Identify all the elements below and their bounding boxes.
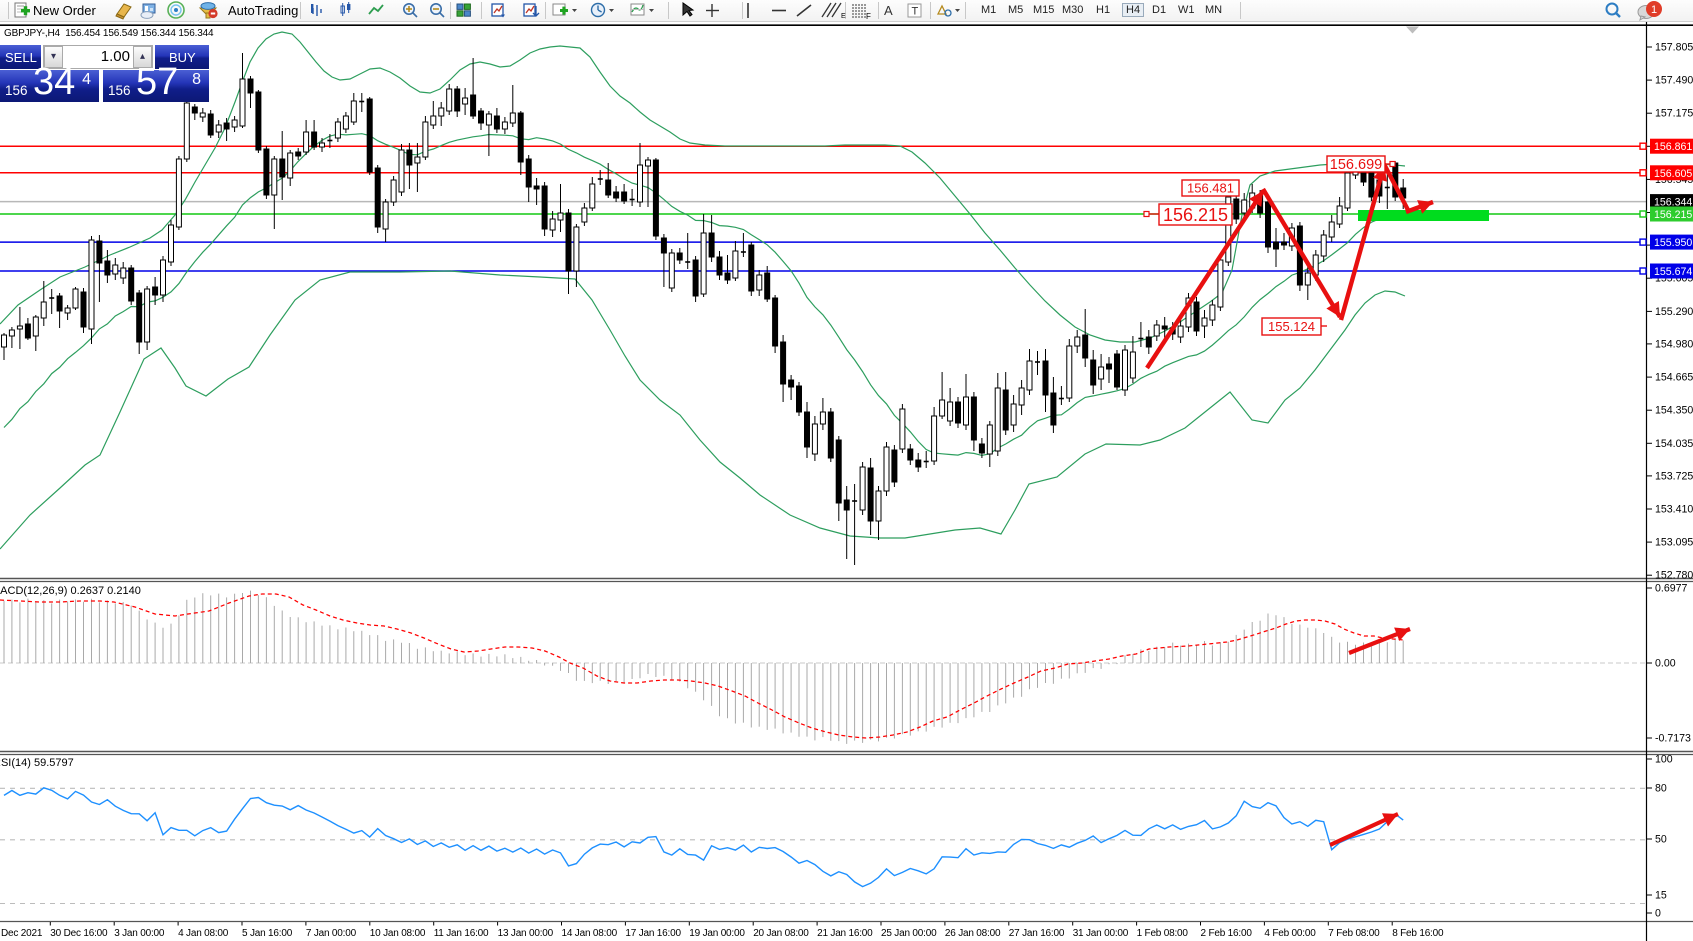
- svg-text:Dec 2021: Dec 2021: [1, 928, 43, 939]
- svg-text:A: A: [884, 3, 893, 18]
- svg-text:155.674: 155.674: [1654, 266, 1692, 278]
- svg-text:153.725: 153.725: [1655, 470, 1693, 482]
- svg-text:154.665: 154.665: [1655, 372, 1693, 384]
- svg-text:157.805: 157.805: [1655, 42, 1693, 54]
- svg-text:156.481: 156.481: [1187, 181, 1234, 196]
- svg-text:0: 0: [1655, 908, 1661, 920]
- svg-text:17 Jan 16:00: 17 Jan 16:00: [625, 928, 681, 939]
- svg-text:1 Feb 08:00: 1 Feb 08:00: [1137, 928, 1189, 939]
- svg-text:T: T: [912, 6, 919, 18]
- svg-text:10 Jan 08:00: 10 Jan 08:00: [370, 928, 426, 939]
- svg-text:26 Jan 08:00: 26 Jan 08:00: [945, 928, 1001, 939]
- svg-text:156.344: 156.344: [1654, 197, 1692, 209]
- svg-text:27 Jan 16:00: 27 Jan 16:00: [1009, 928, 1065, 939]
- svg-text:30 Dec 16:00: 30 Dec 16:00: [50, 928, 108, 939]
- svg-text:155.950: 155.950: [1654, 237, 1692, 249]
- svg-text:25 Jan 00:00: 25 Jan 00:00: [881, 928, 937, 939]
- svg-text:E: E: [841, 13, 846, 20]
- svg-text:1: 1: [1651, 4, 1657, 16]
- svg-text:153.410: 153.410: [1655, 504, 1693, 516]
- svg-text:152.780: 152.780: [1655, 570, 1693, 582]
- svg-text:GBPJPY-,H4 156.454 156.549 15: GBPJPY-,H4 156.454 156.549 156.344 156.3…: [4, 28, 214, 39]
- svg-text:7 Jan 00:00: 7 Jan 00:00: [306, 928, 357, 939]
- svg-text:155.290: 155.290: [1655, 306, 1693, 318]
- svg-text:80: 80: [1655, 783, 1667, 795]
- svg-text:154.350: 154.350: [1655, 405, 1693, 417]
- svg-text:4 Jan 08:00: 4 Jan 08:00: [178, 928, 229, 939]
- svg-text:20 Jan 08:00: 20 Jan 08:00: [753, 928, 809, 939]
- svg-text:RSI(14) 59.5797: RSI(14) 59.5797: [0, 757, 74, 769]
- svg-text:0.6977: 0.6977: [1655, 583, 1688, 595]
- svg-text:8 Feb 16:00: 8 Feb 16:00: [1392, 928, 1444, 939]
- svg-text:157.490: 157.490: [1655, 75, 1693, 87]
- svg-text:154.035: 154.035: [1655, 438, 1693, 450]
- svg-text:21 Jan 16:00: 21 Jan 16:00: [817, 928, 873, 939]
- svg-text:155.124: 155.124: [1268, 319, 1315, 334]
- svg-text:14 Jan 08:00: 14 Jan 08:00: [562, 928, 618, 939]
- svg-text:156.215: 156.215: [1163, 205, 1228, 225]
- svg-text:-0.7173: -0.7173: [1655, 733, 1691, 745]
- svg-text:156.215: 156.215: [1654, 209, 1692, 221]
- svg-text:153.095: 153.095: [1655, 537, 1693, 549]
- svg-text:3 Jan 00:00: 3 Jan 00:00: [114, 928, 165, 939]
- svg-text:15: 15: [1655, 890, 1667, 902]
- svg-text:156.605: 156.605: [1654, 168, 1692, 180]
- svg-text:4 Feb 00:00: 4 Feb 00:00: [1264, 928, 1316, 939]
- svg-text:100: 100: [1655, 754, 1673, 766]
- svg-text:5 Jan 16:00: 5 Jan 16:00: [242, 928, 293, 939]
- svg-text:7 Feb 08:00: 7 Feb 08:00: [1328, 928, 1380, 939]
- svg-text:11 Jan 16:00: 11 Jan 16:00: [434, 928, 489, 939]
- svg-text:F: F: [866, 12, 871, 21]
- svg-text:50: 50: [1655, 834, 1667, 846]
- svg-text:2 Feb 16:00: 2 Feb 16:00: [1201, 928, 1253, 939]
- svg-text:13 Jan 00:00: 13 Jan 00:00: [498, 928, 554, 939]
- svg-text:157.175: 157.175: [1655, 108, 1693, 120]
- svg-text:154.980: 154.980: [1655, 338, 1693, 350]
- svg-text:19 Jan 00:00: 19 Jan 00:00: [689, 928, 745, 939]
- svg-text:31 Jan 00:00: 31 Jan 00:00: [1073, 928, 1129, 939]
- svg-text:MACD(12,26,9) 0.2637 0.2140: MACD(12,26,9) 0.2637 0.2140: [0, 585, 141, 597]
- svg-text:156.861: 156.861: [1654, 141, 1692, 153]
- svg-text:156.699: 156.699: [1330, 157, 1382, 173]
- svg-text:0.00: 0.00: [1655, 658, 1676, 670]
